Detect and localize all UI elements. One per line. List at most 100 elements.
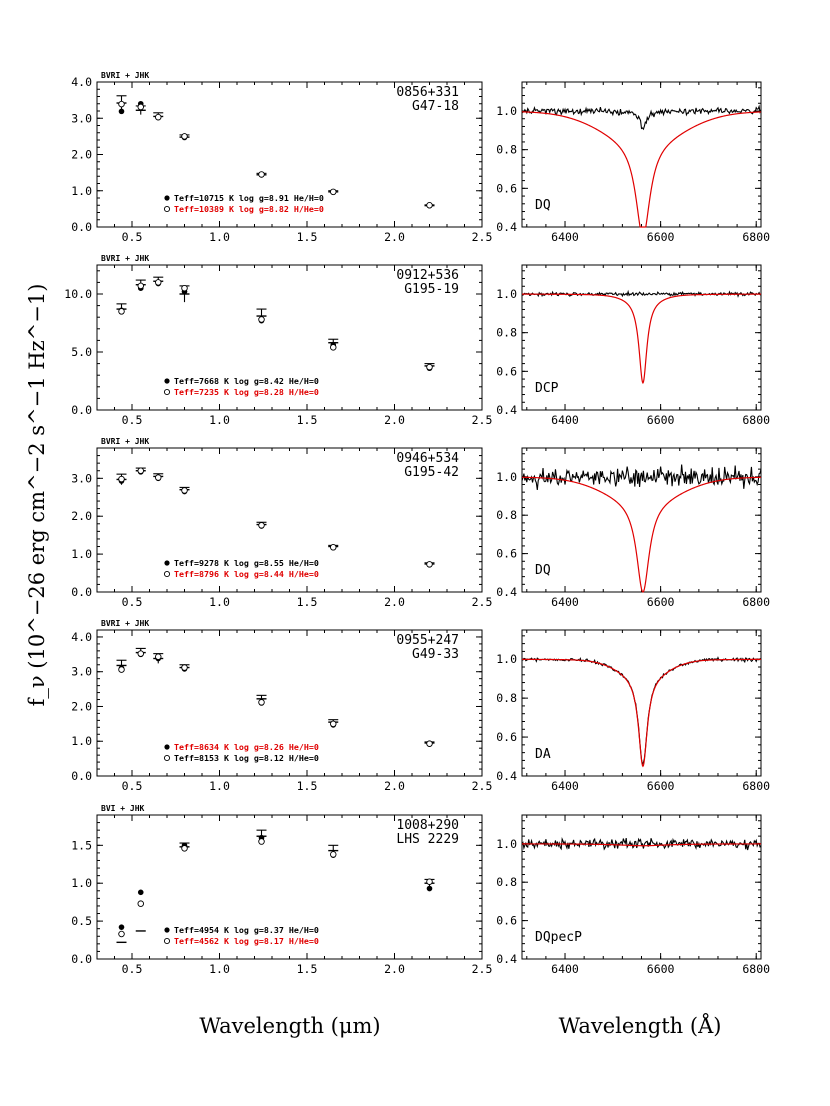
model-point-open bbox=[154, 279, 162, 286]
y-tick-label: 0.6 bbox=[496, 181, 517, 195]
y-tick-label: 0.8 bbox=[496, 508, 517, 522]
y-tick-label: 2.0 bbox=[71, 699, 92, 713]
x-tick-label: 1.0 bbox=[209, 413, 230, 427]
x-tick-label: 6600 bbox=[647, 413, 675, 427]
x-tick-label: 2.5 bbox=[472, 413, 493, 427]
y-tick-label: 0.0 bbox=[71, 220, 92, 234]
y-tick-label: 1.0 bbox=[496, 470, 517, 484]
x-tick-label: 0.5 bbox=[122, 962, 143, 976]
model-spectrum-line bbox=[522, 293, 761, 385]
spectrum-panel-3: 6400 6600 6800 0.4 0.6 0.8 1.0 DA bbox=[496, 629, 770, 793]
x-tick-label: 1.0 bbox=[209, 962, 230, 976]
model-point-open bbox=[330, 344, 337, 351]
x-tick-label: 6800 bbox=[742, 779, 770, 793]
filter-label: BVRI + JHK bbox=[101, 71, 149, 80]
model-point-open bbox=[258, 699, 265, 706]
filter-label: BVI + JHK bbox=[101, 804, 145, 813]
y-tick-label: 0.6 bbox=[496, 914, 517, 928]
x-tick-label: 6400 bbox=[551, 779, 579, 793]
y-tick-label: 4.0 bbox=[71, 75, 92, 89]
x-tick-label: 1.5 bbox=[297, 595, 318, 609]
y-axis-label: f_ν (10^−26 erg cm^−2 s^−1 Hz^−1) bbox=[25, 284, 49, 707]
model-point-open bbox=[330, 851, 337, 858]
x-tick-label: 6600 bbox=[647, 779, 675, 793]
legend-marker-filled bbox=[164, 195, 170, 201]
x-tick-label: 6800 bbox=[742, 595, 770, 609]
model-point-open bbox=[181, 284, 188, 292]
model-point-open bbox=[426, 201, 433, 209]
object-id: 0856+331 bbox=[396, 85, 459, 100]
object-name: G195-42 bbox=[404, 465, 459, 480]
x-tick-label: 1.5 bbox=[297, 230, 318, 244]
x-tick-label: 6800 bbox=[742, 413, 770, 427]
spectrum-panel-4: 6400 6600 6800 0.4 0.6 0.8 1.0 DQpecP bbox=[496, 814, 770, 976]
x-tick-label: 6600 bbox=[647, 962, 675, 976]
model-point-open bbox=[330, 188, 337, 196]
y-tick-label: 0.8 bbox=[496, 326, 517, 340]
x-tick-label: 2.5 bbox=[472, 962, 493, 976]
model-point-open bbox=[330, 544, 337, 551]
model-point-open bbox=[154, 653, 162, 661]
x-tick-label: 2.0 bbox=[384, 779, 405, 793]
legend-entry: Teff=10715 K log g=8.91 He/H=0 bbox=[174, 193, 324, 203]
photometry-panel-2: 0.5 1.0 1.5 2.0 2.5 0.0 1.0 2.0 3.0 BVRI + JHK 094… bbox=[71, 437, 492, 609]
model-spectrum-line bbox=[522, 843, 761, 847]
x-tick-label: 6800 bbox=[742, 230, 770, 244]
legend-entry: Teff=7668 K log g=8.42 He/H=0 bbox=[174, 376, 319, 386]
x-tick-label: 6400 bbox=[551, 413, 579, 427]
object-name: G49-33 bbox=[412, 647, 459, 662]
x-tick-label: 6600 bbox=[647, 230, 675, 244]
observed-spectrum-line bbox=[521, 464, 762, 491]
y-tick-label: 0.4 bbox=[496, 220, 517, 234]
y-tick-label: 3.0 bbox=[71, 665, 92, 679]
model-point-open bbox=[426, 878, 433, 885]
object-name: G47-18 bbox=[412, 99, 459, 114]
spectrum-panel-2: 6400 6600 6800 0.4 0.6 0.8 1.0 DQ bbox=[496, 447, 770, 609]
x-tick-label: 6800 bbox=[742, 962, 770, 976]
legend-marker-open bbox=[163, 388, 171, 396]
photometry-panel-1: 0.5 1.0 1.5 2.0 2.5 0.0 5.0 10.0 BVRI + JHK 0912+… bbox=[64, 254, 492, 427]
panels-group: 0.5 1.0 1.5 2.0 2.5 0.0 1.0 2.0 3.0 4.0 BVRI + JHK… bbox=[64, 71, 770, 976]
legend-entry: Teff=8634 K log g=8.26 He/H=0 bbox=[174, 742, 319, 752]
model-point-open bbox=[154, 113, 162, 121]
model-point-open bbox=[426, 363, 433, 371]
object-id: 0912+536 bbox=[396, 268, 459, 283]
y-tick-label: 0.0 bbox=[71, 585, 92, 599]
x-tick-label: 1.0 bbox=[209, 595, 230, 609]
model-point-open bbox=[258, 838, 265, 845]
legend-entry: Teff=8153 K log g=8.12 H/He=0 bbox=[174, 753, 319, 763]
y-tick-label: 5.0 bbox=[71, 345, 92, 359]
x-tick-label: 6400 bbox=[551, 230, 579, 244]
x-tick-label: 1.0 bbox=[209, 230, 230, 244]
y-tick-label: 1.0 bbox=[71, 734, 92, 748]
y-tick-label: 0.4 bbox=[496, 403, 517, 417]
model-point-filled bbox=[118, 924, 125, 930]
spectral-class-label: DQpecP bbox=[535, 930, 582, 945]
observed-spectrum-line bbox=[521, 656, 762, 766]
y-tick-label: 1.0 bbox=[71, 184, 92, 198]
x-tick-label: 2.0 bbox=[384, 413, 405, 427]
model-point-open bbox=[118, 666, 125, 673]
x-tick-label: 1.5 bbox=[297, 962, 318, 976]
legend-entry: Teff=4562 K log g=8.17 H/He=0 bbox=[174, 936, 319, 946]
y-tick-label: 10.0 bbox=[64, 287, 92, 301]
spectrum-panel-1: 6400 6600 6800 0.4 0.6 0.8 1.0 DCP bbox=[496, 264, 770, 427]
model-point-filled bbox=[426, 885, 433, 892]
photometry-panel-0: 0.5 1.0 1.5 2.0 2.5 0.0 1.0 2.0 3.0 4.0 BVRI + JHK… bbox=[71, 71, 492, 244]
observed-spectrum-line bbox=[521, 289, 762, 298]
x-tick-label: 0.5 bbox=[122, 779, 143, 793]
model-point-open bbox=[258, 171, 265, 178]
legend-marker-filled bbox=[164, 560, 170, 566]
observed-spectrum-line bbox=[521, 104, 762, 131]
plot-frame bbox=[521, 81, 762, 228]
legend-marker-filled bbox=[164, 927, 170, 933]
y-tick-label: 1.0 bbox=[71, 547, 92, 561]
y-tick-label: 0.0 bbox=[71, 769, 92, 783]
model-point-open bbox=[426, 561, 433, 568]
x-tick-label: 6400 bbox=[551, 962, 579, 976]
model-point-open bbox=[181, 845, 188, 852]
y-tick-label: 0.0 bbox=[71, 952, 92, 966]
model-spectrum-line bbox=[521, 111, 762, 228]
x-tick-label: 0.5 bbox=[122, 413, 143, 427]
spectral-class-label: DA bbox=[535, 747, 551, 762]
